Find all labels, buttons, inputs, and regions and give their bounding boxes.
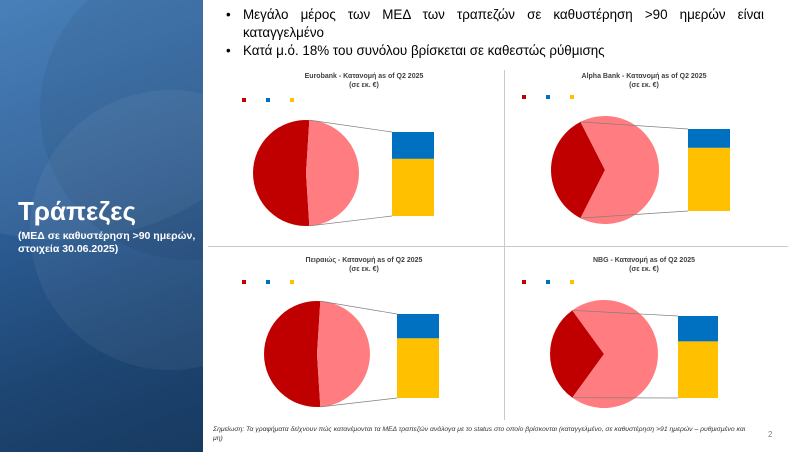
legend-item [242, 98, 248, 102]
bar-segment-yellow [397, 338, 439, 398]
legend-swatch [570, 280, 574, 284]
legend-swatch [546, 95, 550, 99]
connector-line-bottom [320, 397, 398, 408]
chart-legend [242, 98, 296, 102]
bar-segment-yellow [678, 341, 718, 398]
chart-plot [551, 116, 730, 225]
legend-item [570, 280, 576, 284]
chart-title-text: Eurobank - Κατανομή as of Q2 2025 [304, 73, 424, 80]
legend-swatch [546, 280, 550, 284]
connector-line-top [320, 300, 398, 315]
chart-title: Alpha Bank - Κατανομή as of Q2 2025 (σε ε… [512, 72, 776, 90]
legend-swatch [522, 95, 526, 99]
bullet-text: Κατά μ.ό. 18% του συνόλου βρίσκεται σε κ… [243, 43, 605, 58]
bullet-dot-icon: • [226, 43, 231, 58]
legend-item [522, 280, 528, 284]
connector-line-bottom [309, 215, 393, 227]
bar-segment-blue [678, 316, 718, 342]
legend-swatch [266, 280, 270, 284]
connector-line-top [309, 119, 393, 133]
legend-swatch [242, 98, 246, 102]
connector-line-bottom [580, 210, 689, 219]
legend-item [290, 98, 296, 102]
bullet-text: Μεγάλο μέρος των ΜΕΔ των τραπεζών σε καθ… [243, 7, 764, 40]
legend-swatch [522, 280, 526, 284]
slide-title: Τράπεζες [18, 196, 137, 226]
panel-decoration [0, 0, 203, 370]
page-number: 2 [768, 430, 773, 439]
pie-slice-dark [253, 120, 310, 226]
legend-swatch [570, 95, 574, 99]
chart-unit-text: (σε εκ. €) [629, 82, 659, 89]
legend-swatch [290, 280, 294, 284]
chart-legend [522, 280, 576, 284]
slide-subtitle: (ΜΕΔ σε καθυστέρηση >90 ημερών, στοιχεία… [18, 230, 196, 255]
legend-item [290, 280, 296, 284]
chart-plot [264, 300, 439, 408]
chart-title: NBG - Κατανομή as of Q2 2025 (σε εκ. €) [512, 256, 776, 274]
chart-title-text: Πειραιώς - Κατανομή as of Q2 2025 [305, 257, 423, 264]
bullet-item: • Κατά μ.ό. 18% του συνόλου βρίσκεται σε … [224, 42, 764, 60]
pie-slice-light [306, 120, 359, 226]
chart-alpha-bank: Alpha Bank - Κατανομή as of Q2 2025 (σε ε… [512, 70, 776, 240]
legend-item [570, 95, 576, 99]
title-panel: Τράπεζες (ΜΕΔ σε καθυστέρηση >90 ημερών,… [0, 0, 203, 452]
vertical-divider [504, 70, 505, 420]
legend-swatch [266, 98, 270, 102]
connector-line-top [572, 309, 679, 317]
chart-unit-text: (σε εκ. €) [349, 82, 379, 89]
chart-piraeus: Πειραιώς - Κατανομή as of Q2 2025 (σε εκ.… [232, 254, 496, 420]
bullet-item: • Μεγάλο μέρος των ΜΕΔ των τραπεζών σε κα… [224, 6, 764, 41]
chart-title: Eurobank - Κατανομή as of Q2 2025 (σε εκ.… [232, 72, 496, 90]
legend-item [546, 280, 552, 284]
legend-swatch [242, 280, 246, 284]
chart-nbg: NBG - Κατανομή as of Q2 2025 (σε εκ. €) [512, 254, 776, 420]
legend-item [242, 280, 248, 284]
footnote: Σημείωση: Τα γραφήματα δείχνουν πώς κατα… [213, 426, 746, 442]
pie-slice-dark [550, 310, 604, 398]
legend-swatch [290, 98, 294, 102]
chart-unit-text: (σε εκ. €) [349, 266, 379, 273]
legend-item [546, 95, 552, 99]
bar-segment-yellow [392, 158, 434, 216]
legend-item [266, 280, 272, 284]
chart-legend [242, 280, 296, 284]
chart-eurobank: Eurobank - Κατανομή as of Q2 2025 (σε εκ.… [232, 70, 496, 240]
chart-title: Πειραιώς - Κατανομή as of Q2 2025 (σε εκ.… [232, 256, 496, 274]
pie-slice-light [580, 116, 659, 225]
horizontal-divider [208, 246, 788, 247]
bar-segment-yellow [688, 147, 730, 211]
pie-slice-light [572, 300, 658, 408]
bar-segment-blue [688, 129, 730, 148]
connector-line-top [580, 121, 689, 130]
bullet-dot-icon: • [226, 7, 231, 22]
bar-segment-blue [397, 314, 439, 339]
legend-item [522, 95, 528, 99]
chart-plot [550, 300, 718, 408]
chart-title-text: NBG - Κατανομή as of Q2 2025 [592, 257, 696, 264]
chart-plot [253, 119, 434, 227]
chart-legend [522, 95, 576, 99]
chart-title-text: Alpha Bank - Κατανομή as of Q2 2025 [581, 73, 707, 80]
pie-slice-dark [551, 121, 605, 219]
legend-item [266, 98, 272, 102]
pie-slice-dark [264, 301, 321, 407]
bullet-list: • Μεγάλο μέρος των ΜΕΔ των τραπεζών σε κα… [224, 6, 764, 61]
pie-slice-light [317, 301, 370, 407]
bar-segment-blue [392, 132, 434, 159]
chart-unit-text: (σε εκ. €) [629, 266, 659, 273]
